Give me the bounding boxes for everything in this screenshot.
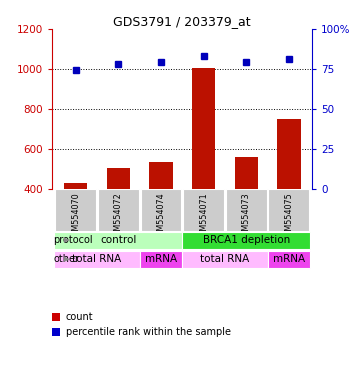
Text: mRNA: mRNA xyxy=(145,254,177,264)
Text: GSM554074: GSM554074 xyxy=(157,192,165,241)
Bar xyxy=(277,119,301,189)
Bar xyxy=(55,251,140,268)
Bar xyxy=(226,189,267,231)
Bar xyxy=(268,189,309,231)
Bar xyxy=(55,232,182,249)
Text: count: count xyxy=(66,312,93,322)
Text: GSM554070: GSM554070 xyxy=(71,192,80,241)
Bar xyxy=(182,251,268,268)
Bar xyxy=(235,157,258,189)
Bar xyxy=(268,251,310,268)
Bar xyxy=(64,183,87,189)
Text: GSM554075: GSM554075 xyxy=(284,192,293,241)
Title: GDS3791 / 203379_at: GDS3791 / 203379_at xyxy=(113,15,251,28)
Text: total RNA: total RNA xyxy=(73,254,122,264)
Text: BRCA1 depletion: BRCA1 depletion xyxy=(203,235,290,245)
Text: GSM554071: GSM554071 xyxy=(199,192,208,241)
Text: GSM554073: GSM554073 xyxy=(242,192,251,241)
Text: percentile rank within the sample: percentile rank within the sample xyxy=(66,327,231,337)
Text: other: other xyxy=(53,254,79,264)
Text: control: control xyxy=(100,235,136,245)
Bar xyxy=(106,168,130,189)
Bar xyxy=(183,189,224,231)
Text: protocol: protocol xyxy=(53,235,93,245)
Bar xyxy=(192,68,215,189)
Bar xyxy=(55,189,96,231)
Bar xyxy=(140,189,182,231)
Text: total RNA: total RNA xyxy=(200,254,249,264)
Bar xyxy=(98,189,139,231)
Text: mRNA: mRNA xyxy=(273,254,305,264)
Text: GSM554072: GSM554072 xyxy=(114,192,123,241)
Bar xyxy=(182,232,310,249)
Bar xyxy=(140,251,182,268)
Bar xyxy=(149,162,173,189)
